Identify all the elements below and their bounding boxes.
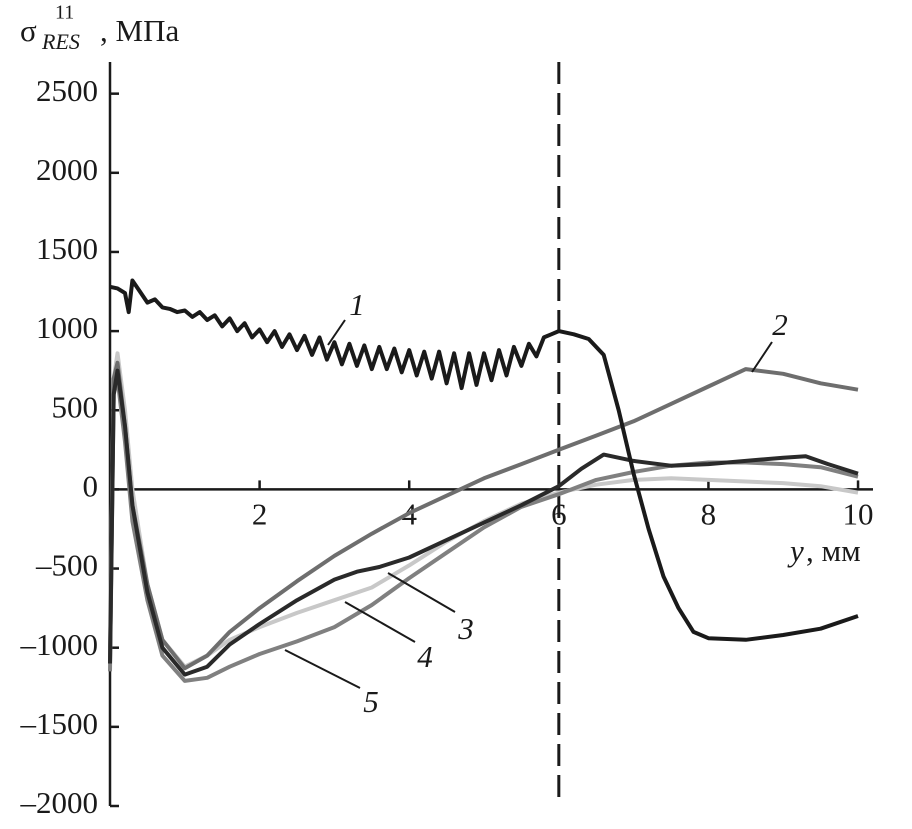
label-leader <box>344 601 416 643</box>
series-line <box>109 278 859 642</box>
y-tick-label: 2000 <box>36 152 98 187</box>
y-tick-label: –1500 <box>20 706 99 741</box>
y-label-superscript: 11 <box>55 2 74 24</box>
y-tick-label: 500 <box>52 389 99 424</box>
y-tick-label: 1500 <box>36 231 98 266</box>
y-tick-label: –500 <box>35 548 98 583</box>
y-tick-label: 2500 <box>36 73 98 108</box>
series-line <box>108 376 859 683</box>
series-line <box>108 360 859 671</box>
y-tick-label: –2000 <box>20 785 99 820</box>
y-label-symbol: σ <box>20 13 37 48</box>
series-label: 4 <box>417 639 433 674</box>
label-leader <box>327 319 346 346</box>
label-leader <box>387 572 456 613</box>
y-tick-label: –1000 <box>20 627 99 662</box>
y-label-unit: , МПа <box>100 13 179 48</box>
y-tick-label: 1000 <box>36 310 98 345</box>
series-label: 2 <box>772 307 788 342</box>
series-line <box>108 351 859 669</box>
x-label-symbol: y <box>787 533 804 568</box>
series-line <box>108 368 859 677</box>
y-label-subscript: RES <box>41 29 80 54</box>
label-leader <box>751 341 773 373</box>
x-tick-label: 10 <box>843 497 874 532</box>
label-leader <box>284 649 361 689</box>
series-label: 5 <box>363 684 379 719</box>
series-label: 3 <box>457 611 474 646</box>
x-label-unit: , мм <box>806 533 861 568</box>
x-tick-label: 2 <box>252 497 268 532</box>
series-label: 1 <box>349 287 365 322</box>
y-tick-label: 0 <box>83 469 99 504</box>
x-tick-label: 8 <box>701 497 717 532</box>
